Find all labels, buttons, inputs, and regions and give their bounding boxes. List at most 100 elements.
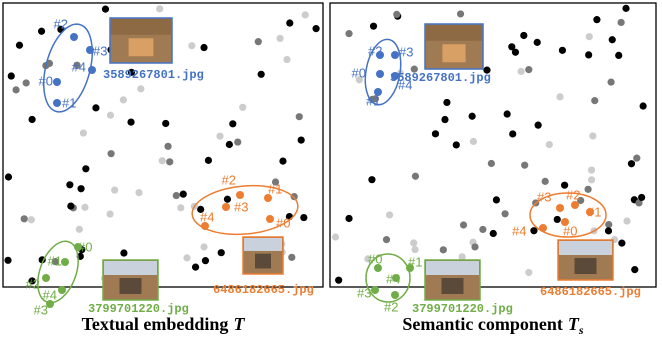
caption-label: #3 — [537, 189, 551, 204]
background-point — [166, 158, 173, 165]
caption-point — [53, 78, 61, 86]
image-detail — [120, 278, 142, 294]
background-point — [345, 215, 352, 222]
background-point — [393, 11, 400, 18]
background-point — [441, 116, 448, 123]
background-point — [192, 264, 199, 271]
background-point — [383, 236, 390, 243]
background-point — [229, 120, 236, 127]
background-point — [332, 233, 339, 240]
background-point — [534, 39, 541, 46]
background-point — [296, 113, 303, 120]
caption-label: #4 — [43, 287, 57, 302]
background-point — [623, 217, 630, 224]
background-point — [490, 230, 497, 237]
background-point — [410, 239, 417, 246]
background-point — [300, 214, 307, 221]
caption-label: #1 — [366, 93, 380, 108]
figure: Textual embeddingT Semantic componentTs … — [0, 0, 662, 343]
background-point — [585, 186, 592, 193]
background-point — [200, 243, 207, 250]
image-thumbnail — [103, 260, 158, 300]
file-name: 3799701220.jpg — [412, 302, 513, 316]
background-point — [628, 160, 635, 167]
background-point — [137, 85, 144, 92]
background-point — [283, 56, 290, 63]
background-point — [443, 99, 450, 106]
background-point — [28, 116, 35, 123]
background-point — [156, 5, 163, 12]
image-detail — [442, 44, 465, 62]
caption-label: #2 — [368, 43, 382, 58]
background-point — [622, 5, 629, 12]
background-point — [493, 196, 500, 203]
caption-point — [539, 224, 547, 232]
title-symbol: T — [233, 314, 245, 334]
background-point — [591, 97, 598, 104]
file-name: 3589267801.jpg — [103, 68, 204, 82]
title-text: Textual embedding — [82, 314, 229, 334]
background-point — [440, 246, 447, 253]
background-point — [135, 189, 142, 196]
background-point — [127, 119, 134, 126]
caption-point — [371, 286, 379, 294]
caption-point — [88, 66, 96, 74]
background-point — [28, 216, 35, 223]
image-thumbnail — [425, 24, 483, 69]
background-point — [312, 25, 319, 32]
background-point — [92, 104, 99, 111]
background-point — [542, 178, 549, 185]
caption-label: #3 — [399, 44, 413, 59]
background-point — [525, 66, 532, 73]
background-point — [488, 160, 495, 167]
background-point — [605, 221, 612, 228]
background-point — [120, 249, 127, 256]
background-point — [512, 49, 519, 56]
caption-label: #4 — [200, 209, 214, 224]
caption-label: #4 — [512, 223, 526, 238]
background-point — [82, 165, 89, 172]
image-detail — [129, 38, 154, 56]
caption-label: #3 — [357, 285, 371, 300]
background-point — [370, 23, 377, 30]
background-point — [618, 19, 625, 26]
caption-point — [391, 291, 399, 299]
background-point — [535, 122, 542, 129]
caption-label: #1 — [587, 204, 601, 219]
background-point — [279, 158, 286, 165]
background-point — [504, 110, 511, 117]
background-point — [106, 210, 113, 217]
background-point — [16, 42, 23, 49]
background-point — [111, 186, 118, 193]
caption-label: #4 — [72, 59, 86, 74]
caption-point — [58, 286, 66, 294]
background-point — [216, 133, 223, 140]
caption-label: #0 — [352, 65, 366, 80]
file-name: 6486182665.jpg — [213, 283, 314, 297]
image-sky — [559, 241, 612, 255]
background-point — [12, 86, 19, 93]
background-point — [457, 10, 464, 17]
caption-point — [42, 274, 50, 282]
background-point — [226, 141, 233, 148]
background-point — [107, 150, 114, 157]
image-sky — [111, 19, 171, 35]
caption-label: #2 — [566, 187, 580, 202]
caption-point — [266, 215, 274, 223]
caption-label: #1 — [48, 253, 62, 268]
caption-label: #3 — [234, 199, 248, 214]
background-point — [609, 36, 616, 43]
background-point — [593, 16, 600, 23]
background-point — [120, 96, 127, 103]
background-point — [80, 129, 87, 136]
caption-label: #0 — [368, 251, 382, 266]
background-point — [618, 240, 625, 247]
background-point — [501, 210, 508, 217]
image-sky — [244, 238, 282, 251]
background-point — [255, 38, 262, 45]
background-point — [546, 141, 553, 148]
image-sky — [426, 25, 482, 41]
image-thumbnail — [558, 240, 613, 280]
caption-label: #2 — [384, 299, 398, 314]
